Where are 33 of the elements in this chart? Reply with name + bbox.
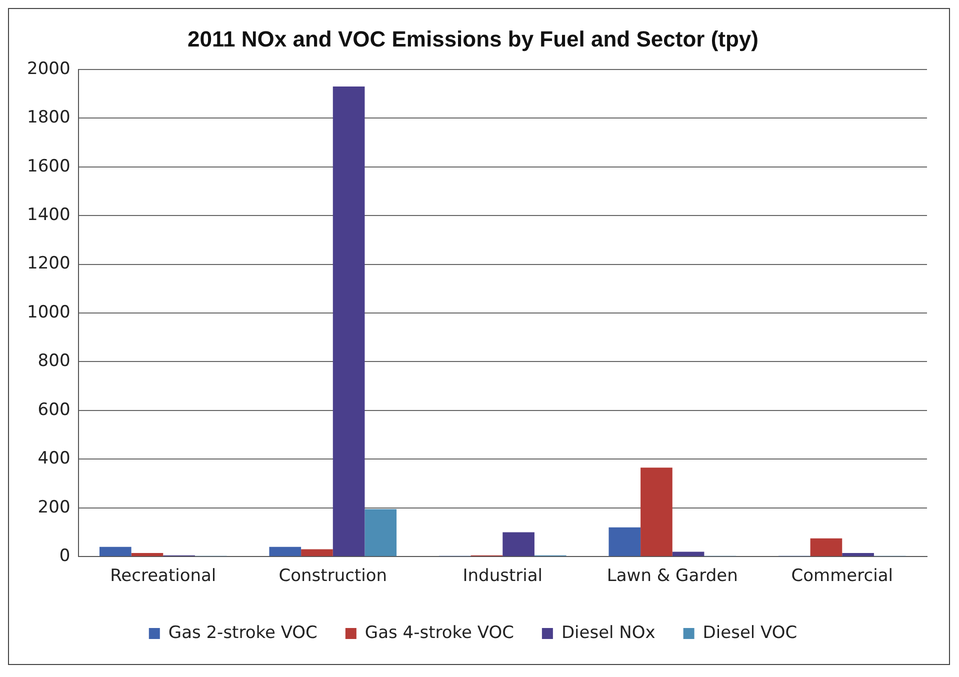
- y-tick-label: 0: [59, 546, 70, 566]
- legend-label: Diesel VOC: [702, 622, 798, 643]
- y-tick-label: 400: [38, 448, 70, 469]
- y-tick-label: 800: [38, 351, 70, 372]
- y-tick-label: 1800: [27, 108, 70, 128]
- bar: [332, 86, 365, 556]
- y-tick-label: 1000: [27, 302, 70, 322]
- legend-label: Diesel NOx: [561, 622, 656, 643]
- y-tick-label: 1400: [27, 204, 70, 225]
- bar: [131, 552, 164, 556]
- y-tick-label: 1600: [27, 156, 70, 176]
- bar: [99, 546, 132, 556]
- bar: [672, 552, 704, 556]
- legend-label: Gas 2-stroke VOC: [168, 622, 318, 643]
- bar: [364, 509, 397, 556]
- bar: [502, 532, 534, 556]
- bar: [269, 546, 302, 556]
- bar: [301, 549, 333, 556]
- y-tick-label: 2000: [27, 58, 70, 79]
- bar: [608, 527, 641, 556]
- x-tick-label: Commercial: [791, 566, 893, 586]
- y-tick-label: 600: [38, 400, 70, 420]
- legend-label: Gas 4-stroke VOC: [364, 622, 514, 643]
- x-tick-label: Recreational: [110, 566, 216, 586]
- x-tick-label: Industrial: [462, 566, 542, 586]
- y-tick-label: 200: [38, 497, 70, 518]
- bar: [842, 552, 874, 556]
- bar: [810, 538, 842, 556]
- bar: [640, 468, 672, 556]
- chart-title: 2011 NOx and VOC Emissions by Fuel and Sector (tpy): [188, 26, 758, 52]
- y-tick-label: 1200: [27, 254, 70, 274]
- x-tick-label: Lawn & Garden: [606, 566, 738, 586]
- x-tick-label: Construction: [278, 566, 388, 586]
